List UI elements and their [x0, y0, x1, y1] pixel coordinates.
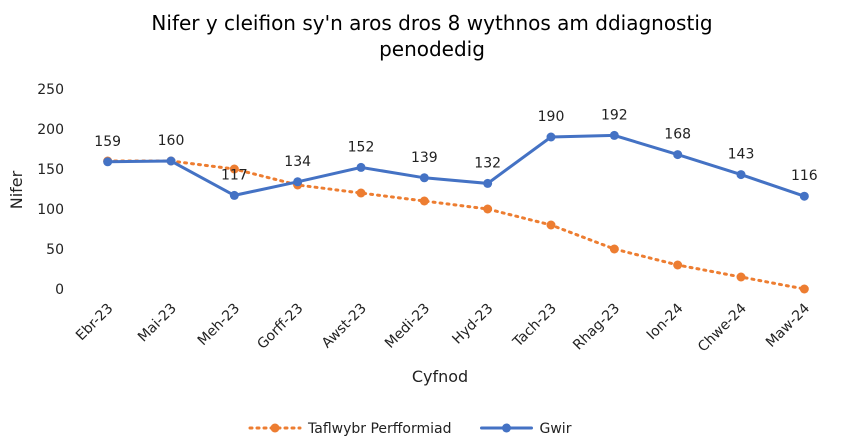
x-tick-label: Ebr-23 — [73, 301, 116, 344]
data-label: 143 — [728, 147, 755, 163]
point — [419, 173, 429, 183]
y-tick-label: 100 — [37, 202, 64, 218]
point — [229, 190, 239, 200]
data-label: 152 — [348, 139, 375, 155]
y-tick-label: 50 — [46, 242, 64, 258]
data-label: 192 — [601, 107, 628, 123]
point — [419, 196, 429, 206]
x-tick-label: Meh-23 — [195, 301, 243, 349]
legend-marker — [502, 423, 511, 433]
point — [103, 157, 113, 167]
point — [799, 191, 809, 201]
y-tick-label: 150 — [37, 162, 64, 178]
x-axis-label: Cyfnod — [412, 367, 468, 386]
data-label: 159 — [94, 134, 121, 150]
y-tick-label: 250 — [37, 82, 64, 98]
series-line — [106, 159, 806, 291]
x-tick-label: Ion-24 — [644, 300, 687, 343]
series-line — [106, 133, 806, 198]
x-tick-label: Mai-23 — [135, 301, 180, 346]
chart-title: Nifer y cleifion sy'n aros dros 8 wythno… — [151, 11, 713, 61]
point — [609, 244, 619, 254]
point — [673, 260, 683, 270]
x-tick-label: Tach-23 — [509, 301, 559, 351]
point — [166, 156, 176, 166]
y-tick-label: 200 — [37, 122, 64, 138]
x-tick-label: Hyd-23 — [449, 301, 496, 348]
data-label: 160 — [158, 133, 185, 149]
point — [356, 188, 366, 198]
data-label: 168 — [664, 127, 691, 143]
point — [546, 220, 556, 230]
legend-marker — [270, 423, 280, 433]
data-label: 190 — [538, 109, 565, 125]
x-tick-label: Medi-23 — [382, 301, 433, 352]
data-label: 134 — [284, 154, 311, 170]
legend-label: Gwir — [540, 421, 572, 437]
x-tick-label: Awst-23 — [319, 301, 370, 352]
point — [609, 130, 619, 140]
point — [736, 170, 746, 180]
point — [483, 178, 493, 188]
point — [673, 150, 683, 160]
x-tick-label: Chwe-24 — [695, 300, 750, 355]
x-tick-label: Gorff-23 — [254, 301, 306, 353]
x-tick-label: Rhag-23 — [570, 301, 623, 354]
point — [229, 164, 239, 174]
point — [293, 177, 303, 187]
point — [546, 132, 556, 142]
data-label: 116 — [791, 168, 818, 184]
point — [356, 162, 366, 172]
point — [799, 284, 809, 294]
x-tick-label: Maw-24 — [763, 300, 813, 350]
point — [736, 272, 746, 282]
data-label: 117 — [221, 167, 248, 183]
data-label: 132 — [474, 155, 501, 171]
y-axis-label: Nifer — [7, 170, 26, 209]
legend-label: Taflwybr Perfformiad — [307, 421, 452, 437]
point — [483, 204, 493, 214]
data-label: 139 — [411, 150, 438, 166]
y-tick-label: 0 — [55, 282, 64, 298]
